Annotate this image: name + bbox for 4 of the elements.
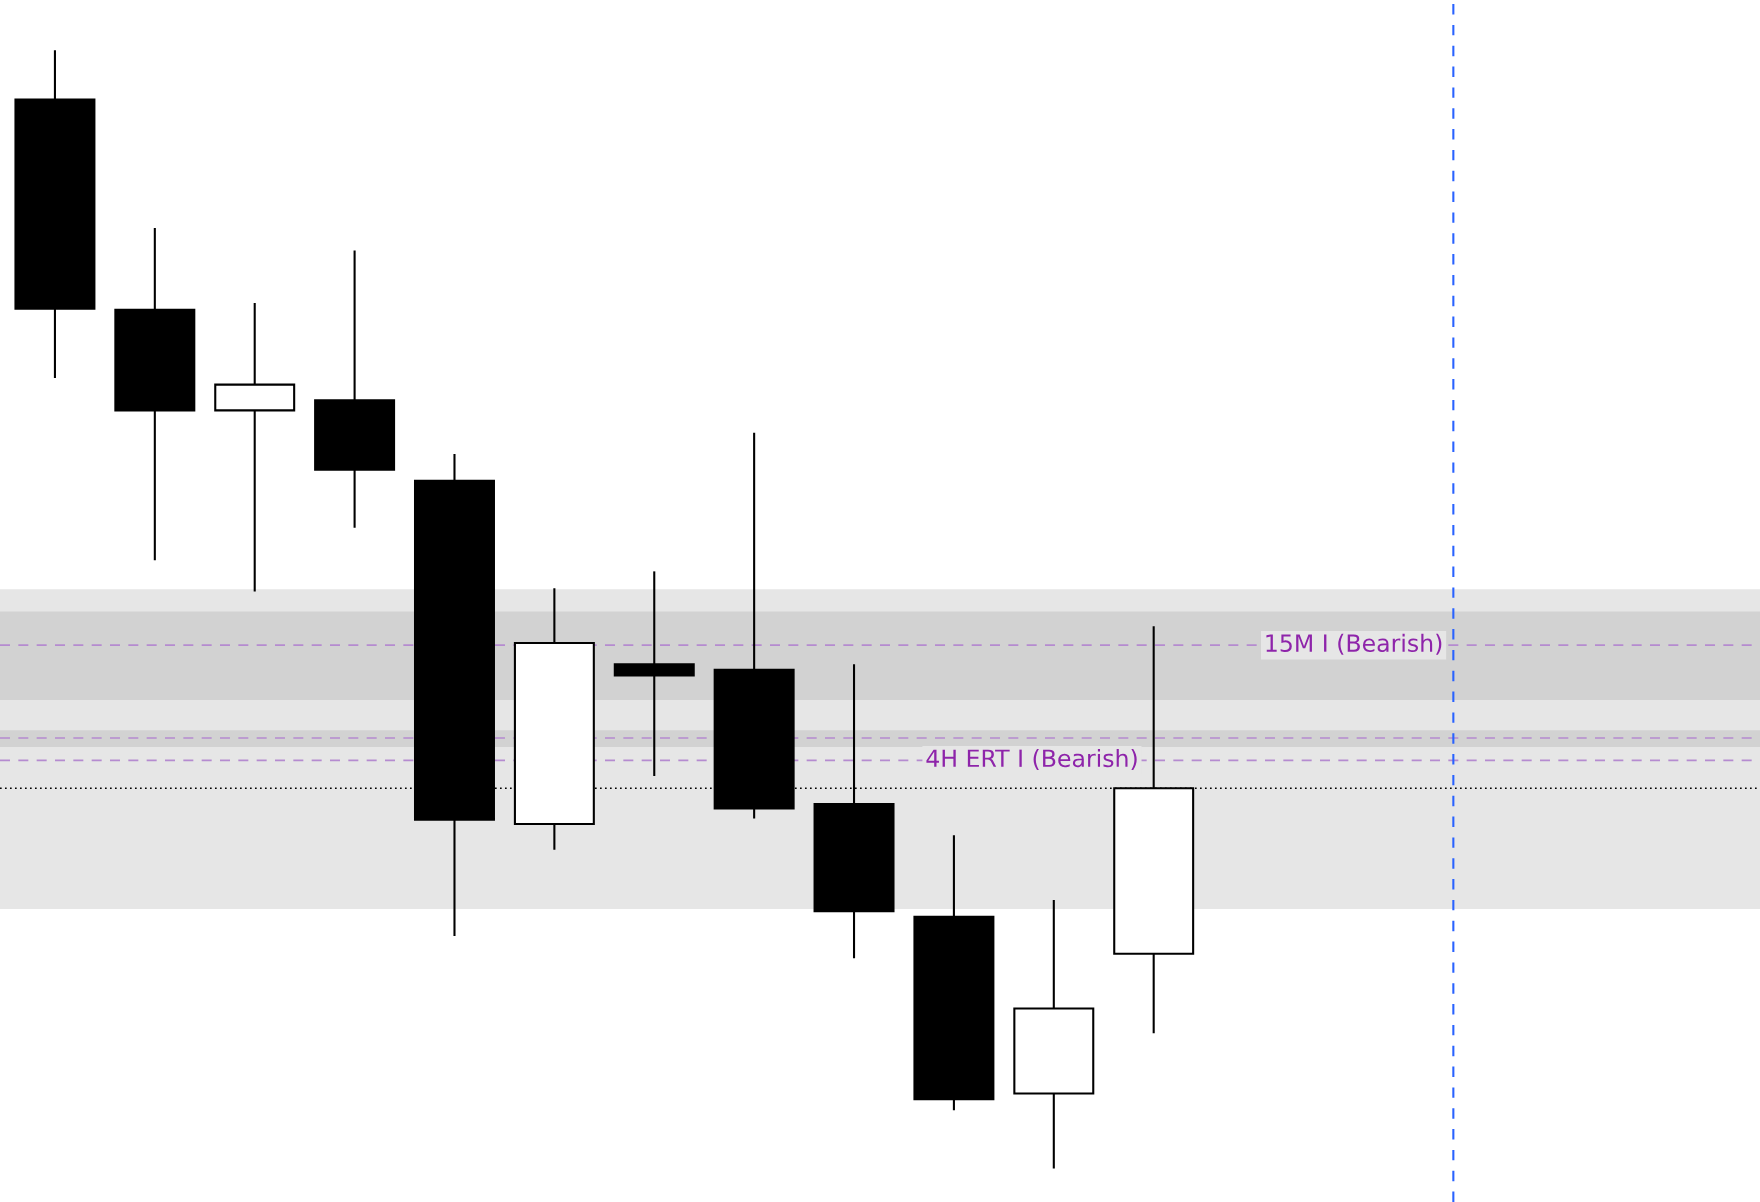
ref-line-label: 4H ERT I (Bearish) bbox=[926, 748, 1137, 770]
candlestick bbox=[613, 570, 695, 778]
ref-line-label: 15M I (Bearish) bbox=[1266, 633, 1442, 655]
candlestick bbox=[214, 301, 296, 593]
